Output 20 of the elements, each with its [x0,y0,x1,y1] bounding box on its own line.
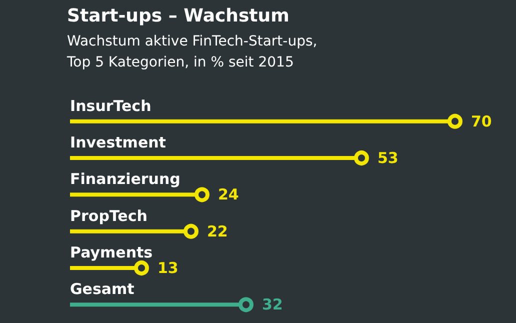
y-tick-label: InsurTech [70,96,152,115]
data-label: 32 [262,296,283,314]
data-label: 22 [207,222,228,240]
point [134,260,149,276]
chart-title: Start-ups – Wachstum [67,6,290,26]
y-tick-label: Gesamt [70,280,134,298]
y-tick-label: PropTech [70,206,148,225]
data-label: 53 [378,149,398,167]
point [354,150,369,166]
point [238,297,254,312]
data-label: 70 [471,112,492,130]
y-tick-label: Investment [70,134,166,152]
chart-subtitle: Wachstum aktive FinTech-Start-ups, Top 5 Kategorien, in % seit 2015 [66,34,318,70]
point [184,224,198,239]
y-tick-label: Finanzierung [70,170,180,188]
point [194,187,210,202]
data-label: 24 [218,186,239,204]
y-tick-label: Payments [70,244,153,262]
data-label: 13 [158,259,178,277]
point [448,114,462,129]
